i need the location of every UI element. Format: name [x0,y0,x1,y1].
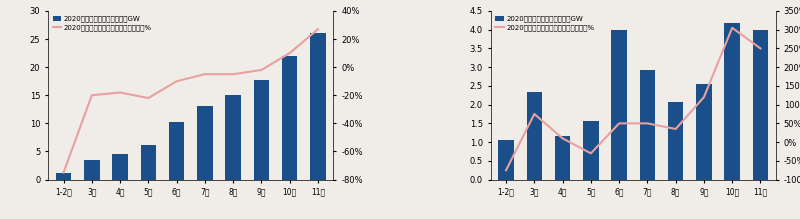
Bar [56,173,71,180]
Bar [169,122,184,180]
Bar [197,106,213,180]
Bar [526,92,542,180]
Legend: 2020年光伏每月新增装机量，GW, 2020年光伏每月新增装机量同比增速，%: 2020年光伏每月新增装机量，GW, 2020年光伏每月新增装机量同比增速，% [494,14,596,32]
Bar [112,154,128,180]
Bar [640,70,655,180]
Bar [753,30,768,180]
Bar [84,160,99,180]
Legend: 2020年光伏新增累计装机量，GW, 2020年光伏新增累计装机量同比增速，%: 2020年光伏新增累计装机量，GW, 2020年光伏新增累计装机量同比增速，% [51,14,154,32]
Bar [498,140,514,180]
Bar [282,56,298,180]
Bar [254,79,269,180]
Bar [725,23,740,180]
Bar [611,30,627,180]
Bar [696,84,712,180]
Bar [668,102,683,180]
Bar [141,145,156,180]
Bar [226,95,241,180]
Bar [555,136,570,180]
Bar [583,122,598,180]
Bar [310,34,326,180]
